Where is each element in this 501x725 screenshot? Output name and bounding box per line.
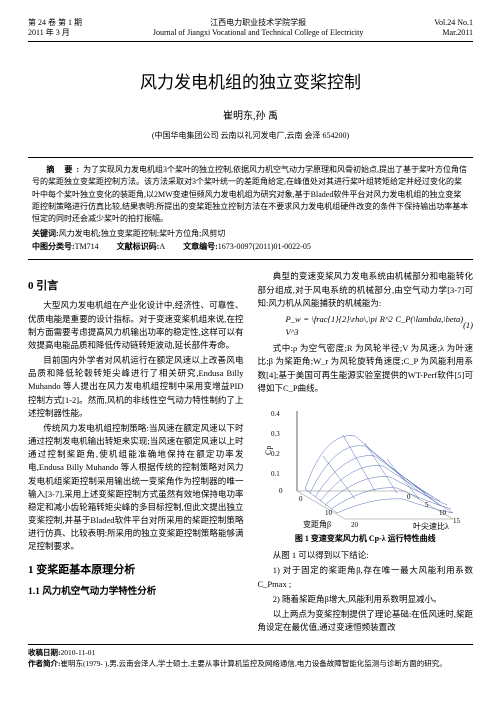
- classification-line: 中图分类号:TM714 文献标识码:A 文章编号:1673-0097(2011)…: [32, 241, 469, 254]
- body-columns: 0 引言 大型风力发电机组在产业化设计中,经济性、可靠性、优质电能是重要的设计指…: [28, 270, 473, 636]
- right-p4: 1) 对于固定的桨距角β,存在唯一最大风能利用系数 C_Pmax ;: [258, 564, 474, 590]
- sec0-title: 0 引言: [28, 278, 244, 295]
- header-center: 江西电力职业技术学院学报 Journal of Jiangxi Vocation…: [153, 18, 364, 39]
- page-footer: 收稿日期:2010-11-01 作者简介:崔明东(1979- ),男,云南会泽人…: [28, 644, 473, 670]
- keywords-label: 关键词:: [32, 229, 59, 238]
- artno-label: 文章编号:: [183, 242, 218, 251]
- date-cn: 2011 年 3 月: [28, 28, 82, 38]
- svg-text:10: 10: [325, 509, 333, 517]
- abstract-box: 摘 要:为了实现风力发电机组3个桨叶的独立控制,依据风力机空气动力学原理和风骨初…: [28, 157, 473, 261]
- right-p1: 典型的变速变桨风力发电系统由机械部分和电能转化部分组成,对于风电系统的机械部分,…: [258, 270, 474, 310]
- volume-en: Vol.24 No.1: [434, 18, 473, 28]
- clc-label: 中图分类号:: [32, 242, 75, 251]
- cp-surface-plot: 0.4 0.3 0.2 0.1 0 Cp: [265, 401, 465, 531]
- svg-text:0.3: 0.3: [271, 430, 280, 438]
- fig1-caption: 图 1 变速变桨风力机 Cp-λ 运行特性曲线: [258, 533, 474, 545]
- sec0-p2: 目前国内外学者对风机运行在额定风速以上改善风电品质和降低轮毂转矩尖峰进行了相关研…: [28, 354, 244, 420]
- svg-text:0.4: 0.4: [271, 410, 280, 418]
- formula-number: (1): [463, 319, 473, 332]
- right-p3: 从图 1 可以得到以下结论:: [258, 549, 474, 562]
- header-right: Vol.24 No.1 Mar.2011: [434, 18, 473, 39]
- svg-text:0: 0: [407, 493, 411, 501]
- right-p2: 式中:ρ 为空气密度;R 为风轮半径;V 为风速;λ 为叶速比;β 为桨距角;W…: [258, 342, 474, 395]
- sec0-p1: 大型风力发电机组在产业化设计中,经济性、可靠性、优质电能是重要的设计指标。对于变…: [28, 299, 244, 352]
- author-bio-label: 作者简介:: [28, 659, 61, 668]
- svg-text:10: 10: [439, 509, 447, 517]
- affiliation: (中国华电集团公司 云南以礼河发电厂,云南 会泽 654200): [28, 130, 473, 141]
- artno: 1673-0097(2011)01-0022-05: [218, 242, 311, 251]
- sec0-p3: 传统风力发电机组控制策略:当风速在额定风速以下时通过控制发电机输出转矩来实现;当…: [28, 422, 244, 554]
- right-p5: 2) 随着桨距角β增大,风能利用系数明显减小。: [258, 593, 474, 606]
- journal-en: Journal of Jiangxi Vocational and Techni…: [153, 28, 364, 38]
- svg-text:Cp: Cp: [265, 446, 273, 455]
- right-column: 典型的变速变桨风力发电系统由机械部分和电能转化部分组成,对于风电系统的机械部分,…: [258, 270, 474, 636]
- page-header: 第 24 卷 第 1 期 2011 年 3 月 江西电力职业技术学院学报 Jou…: [28, 18, 473, 42]
- ylabel: 叶尖速比λ: [413, 521, 449, 531]
- paper-title: 风力发电机组的独立变桨控制: [28, 68, 473, 93]
- volume-cn: 第 24 卷 第 1 期: [28, 18, 82, 28]
- keywords-text: 风力发电机;独立变桨距控制;桨叶方位角;风剪切: [59, 229, 226, 238]
- page: 第 24 卷 第 1 期 2011 年 3 月 江西电力职业技术学院学报 Jou…: [0, 0, 501, 682]
- recv-label: 收稿日期:: [28, 648, 61, 657]
- formula-1: P_w = \frac{1}{2}\rho\,\pi R^2 C_P(\lamb…: [286, 313, 474, 339]
- svg-text:0: 0: [299, 495, 303, 503]
- left-column: 0 引言 大型风力发电机组在产业化设计中,经济性、可靠性、优质电能是重要的设计指…: [28, 270, 244, 636]
- svg-text:0: 0: [279, 487, 283, 495]
- svg-text:15: 15: [453, 517, 461, 525]
- doc-code: A: [159, 242, 165, 251]
- sec1-1-title: 1.1 风力机空气动力学特性分析: [28, 585, 244, 600]
- svg-text:20: 20: [351, 521, 359, 529]
- date-en: Mar.2011: [434, 28, 473, 38]
- right-p6: 以上两点为变桨控制提供了理论基础:在低风速时,桨距角设定在最优值,通过变速恒频装…: [258, 608, 474, 634]
- abstract-label: 摘 要:: [46, 165, 83, 174]
- xlabel: 变距角β: [303, 519, 331, 529]
- svg-text:0.1: 0.1: [271, 470, 280, 478]
- formula-text: P_w = \frac{1}{2}\rho\,\pi R^2 C_P(\lamb…: [286, 313, 464, 339]
- doc-label: 文献标识码:: [117, 242, 160, 251]
- journal-cn: 江西电力职业技术学院学报: [153, 18, 364, 28]
- recv-date: 2010-11-01: [61, 648, 96, 657]
- author-bio: 崔明东(1979- ),男,云南会泽人,学士硕士,主要从事计算机监控及网络通信,…: [61, 659, 447, 668]
- svg-text:5: 5: [425, 501, 429, 509]
- sec1-title: 1 变桨距基本原理分析: [28, 562, 244, 579]
- figure-1: 0.4 0.3 0.2 0.1 0 Cp: [258, 401, 474, 545]
- clc: TM714: [75, 242, 99, 251]
- abstract-text: 为了实现风力发电机组3个桨叶的独立控制,依据风力机空气动力学原理和风骨初始点,提…: [32, 165, 468, 224]
- header-left: 第 24 卷 第 1 期 2011 年 3 月: [28, 18, 82, 39]
- authors: 崔明东,孙 禹: [28, 107, 473, 122]
